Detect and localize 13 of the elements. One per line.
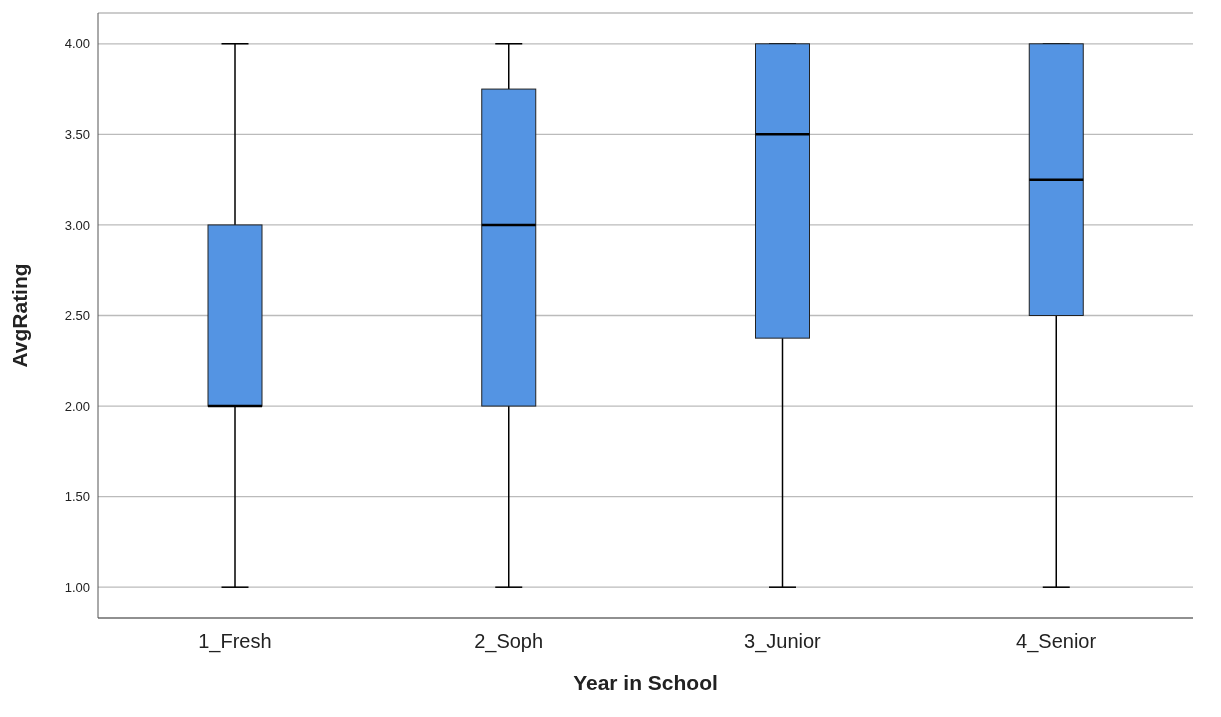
x-tick-label: 3_Junior [744, 630, 822, 654]
y-tick-label: 2.00 [64, 398, 90, 414]
x-axis-title: Year in School [573, 671, 718, 694]
y-tick-label: 4.00 [64, 36, 90, 52]
y-axis-title: AvgRating [8, 263, 32, 368]
y-tick-label: 2.50 [64, 308, 90, 324]
x-tick-label: 2_Soph [474, 630, 544, 654]
x-tick-label: 4_Senior [1016, 630, 1097, 654]
y-tick-label: 3.50 [64, 126, 90, 142]
y-tick-label: 1.00 [64, 579, 90, 595]
x-tick-label: 1_Fresh [198, 630, 272, 654]
y-tick-label: 3.00 [64, 217, 90, 233]
y-tick-label: 1.50 [64, 489, 90, 505]
